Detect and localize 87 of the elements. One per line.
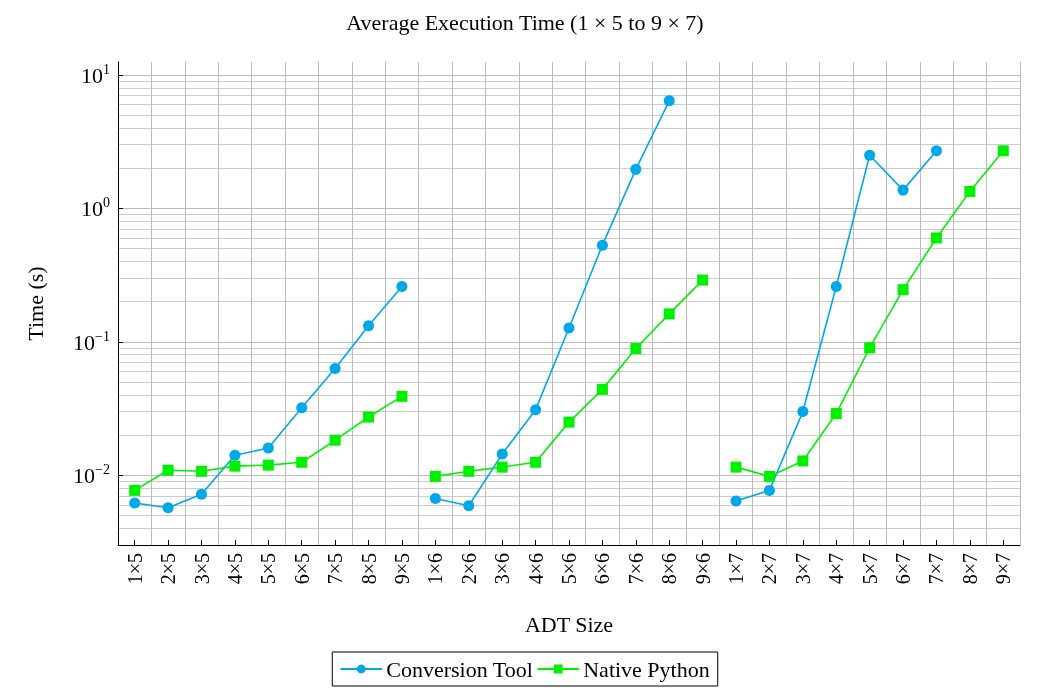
point [630, 343, 642, 355]
x-tick-label: 7×6 [624, 553, 647, 585]
point [630, 163, 642, 175]
x-tick-label: 7×7 [925, 553, 948, 585]
point [363, 411, 375, 423]
x-tick-label: 5×6 [558, 553, 580, 585]
point [429, 470, 441, 482]
x-tick-label: 6×5 [290, 553, 313, 585]
point [530, 456, 542, 468]
chart-title: Average Execution Time (1 × 5 to 9 × 7) [346, 9, 704, 35]
x-tick-label: 6×6 [591, 553, 614, 585]
point [697, 274, 709, 286]
point [797, 406, 809, 418]
point [496, 448, 508, 460]
x-tick-label: 2×6 [457, 553, 480, 585]
x-tick-label: 5×5 [257, 553, 280, 585]
point [930, 145, 942, 157]
point [296, 402, 308, 414]
point [196, 465, 208, 477]
x-tick-label: 8×7 [958, 553, 981, 585]
point [730, 495, 742, 507]
point [463, 500, 475, 512]
y-tick-label: 10$^{1}$ [81, 62, 110, 88]
point [296, 456, 308, 468]
point [663, 95, 675, 107]
point [563, 322, 575, 334]
x-tick-label: 1×6 [424, 553, 447, 585]
point [396, 280, 408, 292]
point [596, 383, 608, 395]
point [229, 460, 241, 472]
x-tick-label: 3×5 [190, 553, 213, 585]
x-tick-label: 9×5 [390, 553, 413, 585]
point [864, 149, 876, 161]
point [429, 492, 441, 504]
point [897, 284, 909, 296]
point [363, 320, 375, 332]
point [129, 497, 141, 509]
legend-label: Conversion Tool [386, 656, 533, 682]
point [930, 232, 942, 244]
point [496, 461, 508, 473]
point [763, 470, 775, 482]
x-tick-label: 4×5 [223, 553, 246, 585]
point [830, 280, 842, 292]
point [730, 461, 742, 473]
x-tick-label: 9×6 [691, 553, 714, 585]
x-tick-label: 4×7 [825, 553, 848, 585]
x-tick-label: 7×5 [324, 553, 347, 585]
y-tick-label: 10$^{−1}$ [73, 329, 110, 355]
point [763, 484, 775, 496]
point [129, 484, 141, 496]
point [830, 408, 842, 420]
point [196, 488, 208, 500]
x-tick-label: 8×6 [658, 553, 681, 585]
point [563, 416, 575, 428]
x-tick-label: 1×7 [725, 553, 748, 585]
point [897, 184, 909, 196]
y-tick-label: 10$^{0}$ [81, 195, 110, 222]
point [396, 390, 408, 402]
legend-label: Native Python [583, 656, 710, 682]
point [229, 449, 241, 461]
x-axis-title: ADT Size [524, 611, 614, 637]
x-tick-label: 1×5 [123, 553, 146, 585]
x-tick-label: 4×6 [524, 553, 547, 585]
point [162, 464, 174, 476]
x-tick-label: 2×5 [157, 553, 180, 585]
point [663, 308, 675, 320]
point [530, 404, 542, 416]
x-tick-label: 5×7 [858, 553, 881, 585]
point [997, 145, 1009, 157]
point [329, 434, 341, 446]
point [329, 363, 341, 375]
point [463, 465, 475, 477]
y-axis-title: Time (s) [22, 266, 48, 341]
point [262, 442, 274, 454]
point [864, 342, 876, 354]
y-tick-label: 10$^{−2}$ [73, 462, 110, 488]
point [797, 455, 809, 467]
point [162, 502, 174, 514]
x-tick-label: 9×7 [992, 553, 1015, 585]
point [262, 459, 274, 471]
point [964, 185, 976, 197]
x-tick-label: 2×7 [758, 553, 781, 585]
x-tick-label: 3×6 [491, 553, 514, 585]
x-tick-label: 6×7 [892, 553, 915, 585]
x-tick-label: 3×7 [791, 553, 814, 585]
point [596, 239, 608, 251]
x-tick-label: 8×5 [357, 553, 380, 585]
